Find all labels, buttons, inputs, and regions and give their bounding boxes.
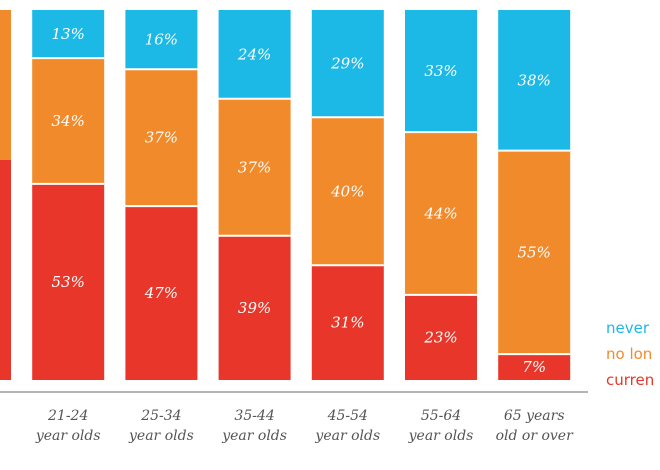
- bar-segment-curren: [405, 294, 477, 380]
- bar-segment-curren: [32, 183, 105, 380]
- data-label: 44%: [423, 205, 457, 223]
- bar-segment-curren: [218, 235, 291, 380]
- x-tick-label: 35-44: [234, 408, 274, 424]
- x-tick-label: 45-54: [327, 408, 368, 424]
- x-tick-label: 21-24: [47, 408, 88, 424]
- bar-segment-curren: [311, 265, 384, 380]
- data-label: 34%: [52, 112, 85, 130]
- data-label: 7%: [522, 358, 546, 376]
- data-label: 31%: [331, 314, 364, 332]
- data-label: 37%: [238, 158, 271, 176]
- bar-segment-no-lon: [405, 132, 477, 295]
- x-tick-label: old or over: [496, 428, 575, 444]
- x-tick-label: year olds: [128, 428, 194, 444]
- x-tick-label: 25-34: [140, 408, 181, 424]
- data-label: 16%: [145, 31, 178, 49]
- data-label: 29%: [330, 55, 364, 73]
- x-tick-label: 55-64: [421, 408, 461, 424]
- bar-segment-curren: [125, 206, 198, 380]
- data-label: 37%: [145, 129, 178, 147]
- bar-segment-no-lon: [498, 150, 571, 355]
- bar-segment-cropped: [0, 160, 11, 380]
- data-label: 24%: [237, 45, 271, 63]
- x-tick-label: 65 years: [504, 408, 565, 424]
- bar-segment-never: [32, 10, 105, 59]
- bar-segment-no-lon: [125, 69, 198, 207]
- legend-item: never: [606, 319, 650, 337]
- bar-segment-cropped: [0, 10, 11, 160]
- data-label: 39%: [238, 299, 271, 317]
- data-label: 40%: [330, 182, 364, 200]
- bar-segment-never: [405, 10, 477, 133]
- bar-segment-curren: [498, 354, 571, 380]
- data-label: 33%: [424, 62, 457, 80]
- data-label: 47%: [144, 284, 178, 302]
- x-tick-label: year olds: [35, 428, 101, 444]
- x-tick-label: year olds: [314, 428, 380, 444]
- legend-item: no lon: [606, 345, 652, 363]
- x-tick-label: year olds: [408, 428, 474, 444]
- bar-segment-never: [311, 10, 384, 118]
- bar-segment-no-lon: [311, 117, 384, 266]
- data-label: 23%: [423, 328, 457, 346]
- data-label: 55%: [518, 243, 551, 261]
- x-tick-label: year olds: [221, 428, 287, 444]
- legend-item: curren: [606, 371, 654, 389]
- bar-segment-no-lon: [32, 58, 105, 184]
- bar-segment-never: [125, 10, 198, 70]
- data-label: 53%: [52, 273, 85, 291]
- bar-segment-no-lon: [218, 98, 291, 236]
- bar-segment-never: [498, 10, 571, 151]
- bars-layer: 53% 34% 13% 47% 37% 16% 39% 37% 24% 31% 40% 29% 23% 4…: [0, 10, 571, 380]
- data-label: 38%: [518, 71, 551, 89]
- legend: never no lon curren: [606, 319, 654, 389]
- bar-segment-never: [218, 10, 291, 99]
- data-label: 13%: [52, 25, 85, 43]
